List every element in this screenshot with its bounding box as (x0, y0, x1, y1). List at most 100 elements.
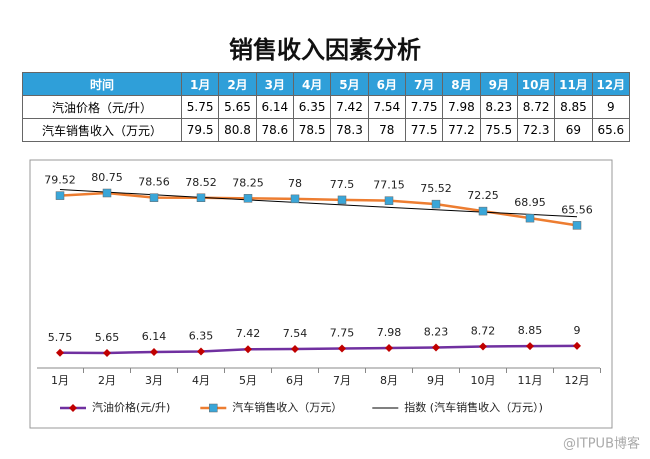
table-cell: 8.23 (479, 95, 518, 119)
table-cell: 80.8 (218, 118, 257, 142)
marker (337, 195, 347, 205)
marker (55, 191, 65, 200)
marker (149, 193, 159, 202)
table-cell: 78.5 (292, 118, 332, 142)
table-cell: 12月 (591, 72, 631, 96)
data-label: 5.65 (95, 331, 120, 344)
marker (291, 344, 299, 353)
table-cell: 77.5 (404, 118, 444, 142)
table-cell: 78.6 (255, 118, 294, 142)
data-label: 78.52 (185, 176, 217, 189)
data-label: 8.72 (471, 324, 496, 337)
table-cell: 6.14 (255, 95, 294, 119)
data-label: 79.52 (44, 174, 76, 187)
marker (338, 344, 346, 353)
table-cell: 7月 (404, 72, 444, 96)
data-label: 77.15 (373, 179, 405, 192)
x-tick-label: 1月 (51, 374, 69, 387)
data-label: 7.42 (236, 327, 261, 340)
legend-label: 汽车销售收入（万元） (232, 400, 342, 414)
data-label: 72.25 (467, 189, 499, 202)
legend-label: 汽油价格(元/升) (92, 400, 170, 414)
series-line (59, 191, 578, 227)
data-label: 7.54 (283, 327, 308, 340)
x-tick-label: 10月 (471, 374, 496, 387)
x-tick-label: 12月 (565, 374, 590, 387)
table-cell: 1月 (180, 72, 220, 96)
chart-frame (29, 159, 613, 429)
x-tick-label: 6月 (286, 374, 304, 387)
marker (56, 348, 64, 357)
x-tick-label: 7月 (333, 374, 351, 387)
marker (102, 188, 112, 198)
marker (385, 344, 393, 353)
marker (384, 196, 394, 205)
marker (290, 194, 300, 204)
x-tick-label: 9月 (427, 374, 445, 387)
marker (525, 213, 535, 223)
x-tick-label: 4月 (192, 374, 210, 387)
table-cell: 7.75 (404, 95, 444, 119)
data-label: 78 (288, 177, 302, 190)
marker (526, 342, 534, 351)
data-label: 6.14 (142, 330, 167, 343)
data-table: 时间 1月 2月 3月 4月 5月 6月 7月 8月 9月 10月 11月 12月 汽油价格（元/升） 5.… (22, 72, 631, 142)
table-cell: 7.54 (367, 95, 406, 119)
data-label: 78.56 (138, 176, 170, 189)
data-label: 9 (574, 324, 581, 337)
marker (197, 347, 205, 356)
table-cell: 77.2 (442, 118, 481, 142)
marker (431, 199, 441, 209)
data-label: 5.75 (48, 331, 73, 344)
data-label: 8.23 (424, 326, 449, 339)
data-label: 6.35 (189, 330, 214, 343)
table-cell: 11月 (554, 72, 593, 96)
marker (150, 347, 158, 356)
table-cell: 5.65 (218, 95, 257, 119)
marker (573, 341, 581, 350)
table-cell: 6.35 (292, 95, 332, 119)
table-cell: 6月 (367, 72, 406, 96)
table-cell: 10月 (516, 72, 556, 96)
marker (69, 404, 77, 412)
table-row: 汽油价格（元/升） 5.75 5.65 6.14 6.35 7.42 7.54 7.75 7.9… (22, 95, 631, 119)
marker (196, 193, 206, 203)
data-label: 78.25 (232, 176, 264, 189)
data-label: 80.75 (91, 171, 123, 184)
table-cell: 3月 (255, 72, 294, 96)
table-cell: 8月 (442, 72, 481, 96)
data-label: 7.75 (330, 327, 355, 340)
marker (572, 221, 582, 230)
watermark: @ITPUB博客 (563, 436, 640, 452)
marker (479, 342, 487, 351)
table-cell: 78.3 (330, 118, 369, 142)
table-cell: 78 (367, 118, 406, 142)
marker (243, 194, 253, 203)
table-cell: 汽车销售收入（万元） (22, 118, 182, 142)
x-tick-label: 5月 (239, 374, 257, 387)
data-label: 77.5 (330, 178, 355, 191)
data-label: 75.52 (420, 182, 452, 195)
table-row: 汽车销售收入（万元） 79.5 80.8 78.6 78.5 78.3 78 77.5 77.2… (22, 118, 631, 142)
table-cell: 2月 (218, 72, 257, 96)
marker (432, 343, 440, 352)
page-title: 销售收入因素分析 (229, 36, 421, 64)
data-label: 8.85 (518, 324, 543, 337)
legend-label: 指数 (汽车销售收入（万元）) (404, 400, 543, 414)
table-cell: 65.6 (591, 118, 631, 142)
data-label: 68.95 (514, 196, 546, 209)
x-tick-label: 2月 (98, 374, 116, 387)
data-label: 7.98 (377, 326, 402, 339)
series-line (59, 344, 578, 355)
table-cell: 4月 (292, 72, 332, 96)
data-label: 65.56 (561, 203, 593, 216)
marker (244, 345, 252, 354)
table-cell: 7.42 (330, 95, 369, 119)
marker (478, 206, 488, 216)
marker (103, 349, 111, 357)
x-tick-label: 3月 (145, 374, 163, 387)
x-tick-label: 8月 (380, 374, 398, 387)
x-tick-label: 11月 (518, 374, 543, 387)
